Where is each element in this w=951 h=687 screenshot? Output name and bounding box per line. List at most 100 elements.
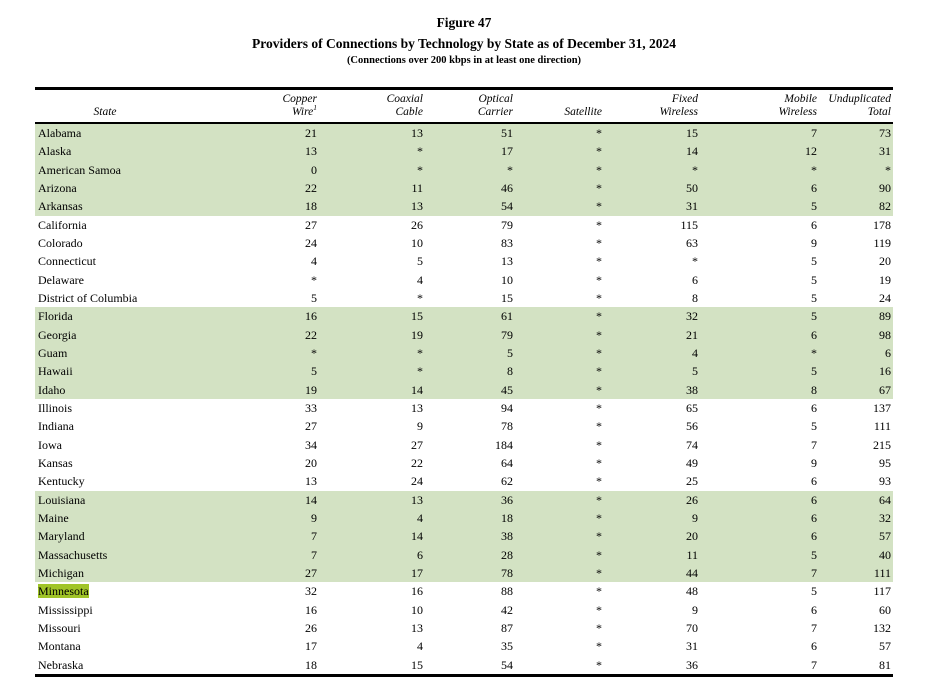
- value-cell-mobile-wireless: 6: [811, 217, 817, 232]
- value-cell-satellite: *: [596, 474, 602, 489]
- value-cell-copper-wire: 26: [305, 620, 317, 635]
- value-cell-unduplicated-total: 24: [879, 290, 891, 305]
- value-cell-mobile-wireless: 5: [811, 584, 817, 599]
- value-cell-copper-wire: 13: [305, 144, 317, 159]
- value-cell-mobile-wireless: 7: [811, 657, 817, 672]
- value-cell-unduplicated-total: 95: [879, 455, 891, 470]
- value-cell-fixed-wireless: 8: [692, 290, 698, 305]
- value-cell-satellite: *: [596, 180, 602, 195]
- value-cell-copper-wire: *: [311, 272, 317, 287]
- state-name: Connecticut: [38, 254, 96, 269]
- value-cell-mobile-wireless: 7: [811, 126, 817, 140]
- value-cell-unduplicated-total: 40: [879, 547, 891, 562]
- column-header-satellite: Satellite: [564, 106, 602, 118]
- value-cell-mobile-wireless: 8: [811, 382, 817, 397]
- value-cell-unduplicated-total: 57: [879, 529, 891, 544]
- state-name: American Samoa: [38, 162, 121, 177]
- value-cell-mobile-wireless: 6: [811, 492, 817, 507]
- table-row: Nebraska 18 15 54 * 36 7 81: [35, 656, 893, 676]
- value-cell-copper-wire: 27: [305, 217, 317, 232]
- state-name: Maine: [38, 510, 69, 525]
- value-cell-satellite: *: [596, 327, 602, 342]
- value-cell-mobile-wireless: 7: [811, 437, 817, 452]
- value-cell-satellite: *: [596, 510, 602, 525]
- value-cell-unduplicated-total: 132: [873, 620, 891, 635]
- state-cell: District of Columbia: [35, 289, 235, 307]
- value-cell-optical-carrier: 17: [501, 144, 513, 159]
- value-cell-coaxial-cable: *: [417, 345, 423, 360]
- state-name: Montana: [38, 639, 81, 654]
- value-cell-fixed-wireless: 20: [686, 529, 698, 544]
- value-cell-coaxial-cable: 24: [411, 474, 423, 489]
- value-cell-copper-wire: 9: [311, 510, 317, 525]
- value-cell-coaxial-cable: 5: [417, 254, 423, 269]
- state-cell: Missouri: [35, 619, 235, 637]
- table-row: Arkansas 18 13 54 * 31 5 82: [35, 197, 893, 216]
- value-cell-satellite: *: [596, 547, 602, 562]
- state-name: Michigan: [38, 565, 84, 580]
- value-cell-satellite: *: [596, 235, 602, 250]
- state-name: Kansas: [38, 455, 73, 470]
- value-cell-optical-carrier: 94: [501, 400, 513, 415]
- value-cell-fixed-wireless: 56: [686, 419, 698, 434]
- state-cell: Montana: [35, 637, 235, 655]
- value-cell-satellite: *: [596, 400, 602, 415]
- value-cell-mobile-wireless: 5: [811, 419, 817, 434]
- state-cell: Guam: [35, 344, 235, 362]
- value-cell-mobile-wireless: 7: [811, 565, 817, 580]
- value-cell-unduplicated-total: 67: [879, 382, 891, 397]
- state-name: Delaware: [38, 272, 84, 287]
- value-cell-fixed-wireless: 74: [686, 437, 698, 452]
- value-cell-optical-carrier: *: [507, 162, 513, 177]
- table-row: Massachusetts 7 6 28 * 11 5 40: [35, 545, 893, 564]
- value-cell-optical-carrier: 87: [501, 620, 513, 635]
- value-cell-optical-carrier: 28: [501, 547, 513, 562]
- value-cell-mobile-wireless: 6: [811, 327, 817, 342]
- value-cell-copper-wire: 33: [305, 400, 317, 415]
- figure-subtitle: (Connections over 200 kbps in at least o…: [346, 55, 582, 66]
- value-cell-copper-wire: 13: [305, 474, 317, 489]
- value-cell-coaxial-cable: 13: [411, 126, 423, 140]
- value-cell-coaxial-cable: 15: [411, 657, 423, 672]
- value-cell-mobile-wireless: 9: [811, 455, 817, 470]
- value-cell-optical-carrier: 42: [501, 602, 513, 617]
- value-cell-fixed-wireless: 31: [686, 639, 698, 654]
- value-cell-copper-wire: 20: [305, 455, 317, 470]
- value-cell-fixed-wireless: 4: [692, 345, 698, 360]
- state-cell: Georgia: [35, 326, 235, 344]
- value-cell-unduplicated-total: 178: [873, 217, 891, 232]
- column-header-optical-carrier: Optical Carrier: [477, 93, 513, 118]
- value-cell-optical-carrier: 46: [501, 180, 513, 195]
- value-cell-coaxial-cable: 4: [417, 510, 423, 525]
- table-row: Alaska 13 * 17 * 14 12 31: [35, 142, 893, 161]
- value-cell-copper-wire: 21: [305, 126, 317, 140]
- value-cell-optical-carrier: 184: [495, 437, 513, 452]
- value-cell-coaxial-cable: 13: [411, 620, 423, 635]
- figure-titles: Figure 47 Providers of Connections by Te…: [35, 15, 893, 67]
- value-cell-satellite: *: [596, 455, 602, 470]
- value-cell-unduplicated-total: 117: [873, 584, 891, 599]
- state-name: Guam: [38, 345, 68, 360]
- value-cell-mobile-wireless: 6: [811, 400, 817, 415]
- table-row: Delaware * 4 10 * 6 5 19: [35, 271, 893, 289]
- value-cell-fixed-wireless: 25: [686, 474, 698, 489]
- value-cell-fixed-wireless: 14: [686, 144, 698, 159]
- value-cell-optical-carrier: 78: [501, 565, 513, 580]
- value-cell-coaxial-cable: 10: [411, 235, 423, 250]
- value-cell-fixed-wireless: 9: [692, 602, 698, 617]
- value-cell-copper-wire: 16: [305, 309, 317, 324]
- state-name: Indiana: [38, 419, 74, 434]
- state-name: Massachusetts: [38, 547, 108, 562]
- value-cell-fixed-wireless: 49: [686, 455, 698, 470]
- value-cell-copper-wire: 5: [311, 364, 317, 379]
- table-row: American Samoa 0 * * * * * *: [35, 160, 893, 179]
- table-row: Florida 16 15 61 * 32 5 89: [35, 307, 893, 326]
- value-cell-satellite: *: [596, 437, 602, 452]
- value-cell-copper-wire: 19: [305, 382, 317, 397]
- state-cell: Nebraska: [35, 656, 235, 676]
- value-cell-fixed-wireless: 15: [686, 126, 698, 140]
- figure-label: Figure 47: [436, 15, 492, 30]
- value-cell-unduplicated-total: 19: [879, 272, 891, 287]
- value-cell-coaxial-cable: 14: [411, 529, 423, 544]
